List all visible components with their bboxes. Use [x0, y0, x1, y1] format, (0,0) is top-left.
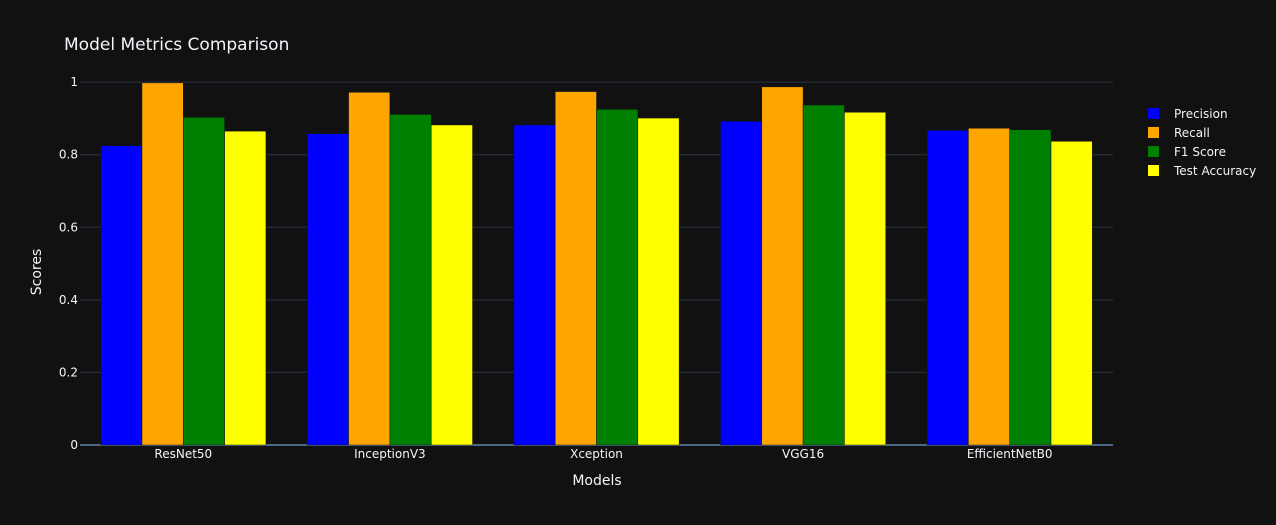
- legend-swatch: [1148, 127, 1159, 138]
- bar-recall-inceptionv3: [348, 92, 391, 446]
- legend-item[interactable]: Test Accuracy: [1148, 164, 1256, 178]
- bar-test-accuracy-vgg16: [844, 112, 886, 446]
- x-tick-label: VGG16: [782, 447, 824, 461]
- bar-precision-efficientnetb0: [926, 130, 969, 446]
- bar-recall-resnet50: [141, 82, 184, 446]
- bar-f1-score-vgg16: [802, 104, 845, 446]
- legend-swatch: [1148, 108, 1159, 119]
- x-tick-label: EfficientNetB0: [967, 447, 1053, 461]
- x-tick-label: ResNet50: [154, 447, 212, 461]
- y-tick-label: 0.4: [59, 293, 78, 307]
- legend-label: F1 Score: [1174, 145, 1226, 159]
- bar-precision-inceptionv3: [307, 133, 349, 446]
- legend-label: Precision: [1174, 107, 1228, 121]
- bar-f1-score-xception: [596, 109, 639, 446]
- y-tick-label: 0: [70, 438, 78, 452]
- y-tick-label: 0.8: [59, 148, 78, 162]
- bar-test-accuracy-inceptionv3: [430, 124, 473, 446]
- legend-label: Recall: [1174, 126, 1210, 140]
- bar-recall-efficientnetb0: [968, 127, 1010, 446]
- chart-title: Model Metrics Comparison: [64, 35, 289, 55]
- bar-test-accuracy-efficientnetb0: [1050, 141, 1093, 446]
- y-tick-label: 0.6: [59, 220, 78, 234]
- x-tick-label: InceptionV3: [354, 447, 426, 461]
- legend-item[interactable]: Recall: [1148, 126, 1210, 140]
- legend-label: Test Accuracy: [1173, 164, 1256, 178]
- legend-swatch: [1148, 146, 1159, 157]
- bars: [100, 82, 1093, 446]
- bar-f1-score-efficientnetb0: [1009, 129, 1052, 446]
- bar-precision-vgg16: [720, 121, 763, 446]
- y-axis-title: Scores: [29, 249, 45, 296]
- y-tick-label: 0.2: [59, 365, 78, 379]
- bar-f1-score-resnet50: [183, 117, 225, 446]
- bar-f1-score-inceptionv3: [389, 114, 432, 446]
- legend-item[interactable]: F1 Score: [1148, 145, 1226, 159]
- bar-precision-resnet50: [100, 145, 143, 446]
- bar-precision-xception: [513, 124, 556, 446]
- y-axis-ticks: 0 0.2 0.4 0.6 0.8 1: [59, 75, 78, 452]
- x-axis-title: Models: [572, 473, 621, 489]
- x-tick-label: Xception: [570, 447, 623, 461]
- bar-recall-vgg16: [761, 86, 804, 446]
- legend-swatch: [1148, 165, 1159, 176]
- bar-test-accuracy-resnet50: [224, 130, 267, 446]
- bar-recall-xception: [554, 91, 597, 446]
- y-tick-label: 1: [70, 75, 78, 89]
- bar-test-accuracy-xception: [637, 117, 680, 446]
- legend: Precision Recall F1 Score Test Accuracy: [1148, 107, 1256, 178]
- legend-item[interactable]: Precision: [1148, 107, 1228, 121]
- x-axis-ticks: ResNet50 InceptionV3 Xception VGG16 Efficien…: [154, 447, 1052, 461]
